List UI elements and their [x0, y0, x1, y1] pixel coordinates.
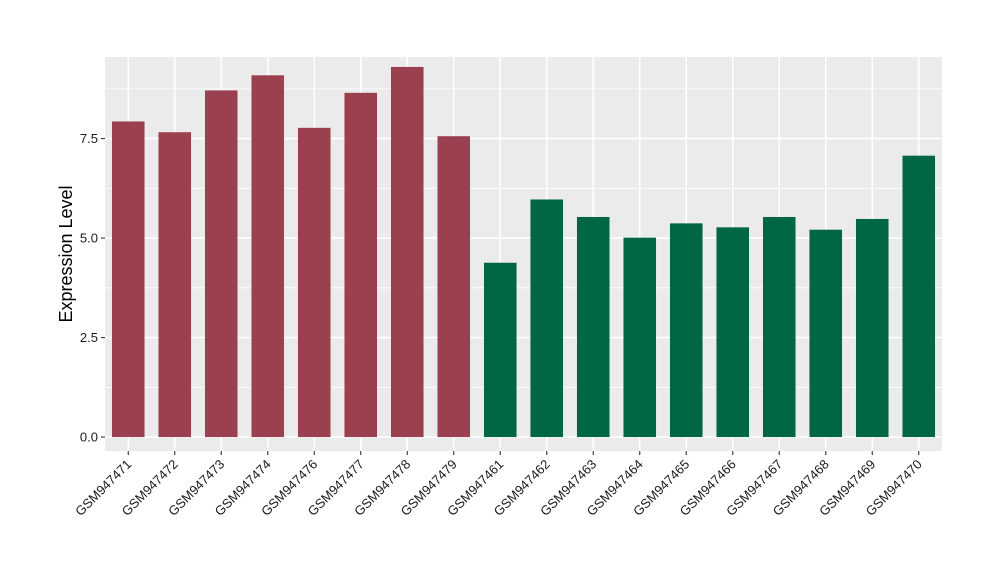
bars [111, 66, 936, 438]
bar-GSM947464 [623, 237, 657, 438]
bar-GSM947478 [390, 66, 424, 438]
bar-GSM947472 [158, 132, 192, 438]
y-tick-label: 5.0 [80, 231, 98, 246]
bar-GSM947468 [809, 229, 843, 438]
bar-GSM947471 [111, 121, 145, 438]
bar-GSM947470 [902, 155, 936, 438]
y-axis-title: Expression Level [56, 185, 76, 322]
y-tick-label: 0.0 [80, 430, 98, 445]
x-axis: GSM947471GSM947472GSM947473GSM947474GSM9… [72, 451, 925, 519]
y-tick-label: 2.5 [80, 330, 98, 345]
bar-GSM947474 [251, 75, 285, 438]
bar-GSM947479 [437, 136, 471, 438]
bar-GSM947462 [530, 199, 564, 438]
bar-GSM947476 [297, 127, 331, 438]
bar-GSM947467 [762, 216, 796, 438]
bar-GSM947465 [669, 223, 703, 438]
plot-panel [105, 57, 942, 451]
bar-GSM947477 [344, 92, 378, 438]
bar-GSM947466 [716, 227, 750, 438]
bar-GSM947461 [483, 262, 517, 438]
bar-GSM947463 [576, 216, 610, 438]
y-tick-label: 7.5 [80, 131, 98, 146]
bar-GSM947469 [855, 218, 889, 438]
y-axis: 0.0 2.5 5.0 7.5 [80, 131, 105, 445]
bar-GSM947473 [204, 90, 238, 438]
